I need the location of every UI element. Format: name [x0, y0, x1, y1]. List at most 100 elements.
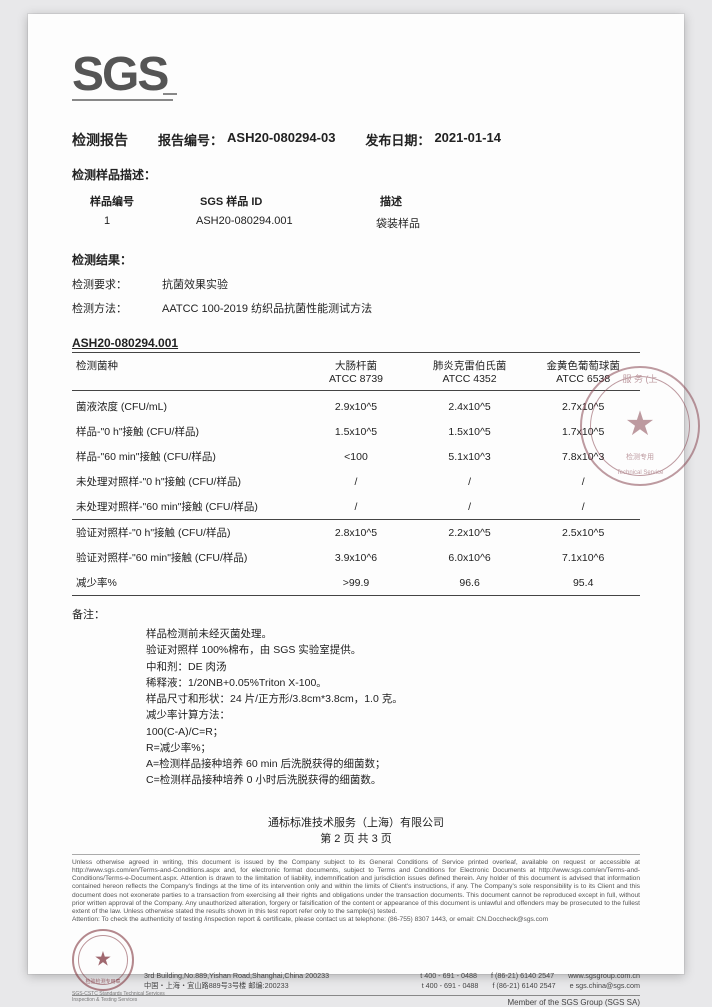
bacteria-header-1: 大肠杆菌 ATCC 8739: [299, 353, 413, 391]
param-cell: 菌液浓度 (CFU/mL): [72, 391, 299, 420]
notes-list: 样品检测前未经灭菌处理。验证对照样 100%棉布，由 SGS 实验室提供。中和剂…: [146, 626, 640, 789]
table-row: 减少率%>99.996.695.4: [72, 570, 640, 596]
address-block: 3rd Building,No.889,Yishan Road,Shanghai…: [144, 971, 640, 990]
fax-2: f (86-21) 6140 2547: [492, 981, 555, 991]
value-cell: >99.9: [299, 570, 413, 596]
tel-1: t 400 - 691 - 0488: [420, 971, 477, 981]
table-row: 验证对照样-"60 min"接触 (CFU/样品)3.9x10^66.0x10^…: [72, 545, 640, 570]
table-row: 样品-"0 h"接触 (CFU/样品)1.5x10^51.5x10^51.7x1…: [72, 419, 640, 444]
param-cell: 未处理对照样-"0 h"接触 (CFU/样品): [72, 469, 299, 494]
report-number-value: ASH20-080294-03: [227, 130, 335, 150]
value-cell: 2.2x10^5: [413, 520, 527, 546]
results-thead: 检测菌种 大肠杆菌 ATCC 8739 肺炎克雷伯氏菌 ATCC 4352 金黄…: [72, 353, 640, 391]
test-requirement-label: 检测要求：: [72, 276, 162, 292]
sample-desc-value: 袋装样品: [376, 215, 420, 231]
value-cell: 6.0x10^6: [413, 545, 527, 570]
value-cell: 7.1x10^6: [526, 545, 640, 570]
sgs-id-value: ASH20-080294.001: [196, 215, 330, 231]
value-cell: 5.1x10^3: [413, 444, 527, 469]
value-cell: 2.8x10^5: [299, 520, 413, 546]
value-cell: 1.5x10^5: [299, 419, 413, 444]
table-row: 菌液浓度 (CFU/mL)2.9x10^52.4x10^52.7x10^5: [72, 391, 640, 420]
sample-desc-title: 检测样品描述：: [72, 166, 640, 183]
address-en: 3rd Building,No.889,Yishan Road,Shanghai…: [144, 971, 406, 981]
sample-table-header: 样品编号 SGS 样品 ID 描述: [90, 193, 640, 209]
report-page: SGS 检测报告 报告编号： ASH20-080294-03 发布日期： 202…: [28, 14, 684, 974]
report-number-label: 报告编号：: [158, 130, 223, 150]
param-cell: 样品-"0 h"接触 (CFU/样品): [72, 419, 299, 444]
tel-2: t 400 - 691 - 0488: [422, 981, 479, 991]
test-requirement-value: 抗菌效果实验: [162, 276, 228, 292]
table-row: 未处理对照样-"60 min"接触 (CFU/样品)///: [72, 494, 640, 520]
value-cell: /: [299, 494, 413, 520]
table-row: 验证对照样-"0 h"接触 (CFU/样品)2.8x10^52.2x10^52.…: [72, 520, 640, 546]
fax-1: f (86-21) 6140 2547: [491, 971, 554, 981]
param-cell: 减少率%: [72, 570, 299, 596]
col-sample-no: 样品编号: [90, 193, 150, 209]
results-tbody: 菌液浓度 (CFU/mL)2.9x10^52.4x10^52.7x10^5样品-…: [72, 391, 640, 596]
results-table: 检测菌种 大肠杆菌 ATCC 8739 肺炎克雷伯氏菌 ATCC 4352 金黄…: [72, 352, 640, 596]
notes-title: 备注：: [72, 606, 640, 622]
company-name: 通标标准技术服务（上海）有限公司: [72, 815, 640, 832]
legal-disclaimer: Unless otherwise agreed in writing, this…: [72, 854, 640, 925]
specimen-id: ASH20-080294.001: [72, 336, 640, 350]
issue-date-value: 2021-01-14: [434, 130, 501, 150]
col-desc: 描述: [380, 193, 402, 209]
note-line: 减少率计算方法：: [146, 707, 640, 723]
footer-row: ★ 检验检测专用章 SGS-CSTC Standards Technical S…: [72, 929, 640, 991]
note-line: 中和剂：DE 肉汤: [146, 659, 640, 675]
value-cell: 96.6: [413, 570, 527, 596]
value-cell: 2.5x10^5: [526, 520, 640, 546]
param-cell: 样品-"60 min"接触 (CFU/样品): [72, 444, 299, 469]
param-cell: 未处理对照样-"60 min"接触 (CFU/样品): [72, 494, 299, 520]
value-cell: 1.5x10^5: [413, 419, 527, 444]
page-indicator: 第 2 页 共 3 页: [72, 831, 640, 848]
param-header: 检测菌种: [72, 353, 299, 391]
sample-table-row: 1 ASH20-080294.001 袋装样品: [90, 215, 640, 231]
report-header: 检测报告 报告编号： ASH20-080294-03 发布日期： 2021-01…: [72, 130, 640, 150]
value-cell: /: [413, 494, 527, 520]
bacteria-header-2: 肺炎克雷伯氏菌 ATCC 4352: [413, 353, 527, 391]
note-line: A=检测样品接种培养 60 min 后洗脱获得的细菌数；: [146, 756, 640, 772]
sgs-logo: SGS: [72, 53, 173, 100]
note-line: C=检测样品接种培养 0 小时后洗脱获得的细菌数。: [146, 772, 640, 788]
note-line: 验证对照样 100%棉布，由 SGS 实验室提供。: [146, 642, 640, 658]
email: e sgs.china@sgs.com: [570, 981, 640, 991]
test-method: 检测方法： AATCC 100-2019 纺织品抗菌性能测试方法: [72, 300, 640, 316]
note-line: 样品检测前未经灭菌处理。: [146, 626, 640, 642]
sample-no-value: 1: [90, 215, 150, 231]
star-icon: ★: [625, 404, 655, 444]
table-row: 样品-"60 min"接触 (CFU/样品)<1005.1x10^37.8x10…: [72, 444, 640, 469]
report-number: 报告编号： ASH20-080294-03: [158, 130, 335, 150]
table-row: 未处理对照样-"0 h"接触 (CFU/样品)///: [72, 469, 640, 494]
value-cell: /: [299, 469, 413, 494]
web: www.sgsgroup.com.cn: [568, 971, 640, 981]
report-title: 检测报告: [72, 130, 128, 150]
value-cell: 2.4x10^5: [413, 391, 527, 420]
note-line: 100(C-A)/C=R；: [146, 724, 640, 740]
value-cell: /: [526, 494, 640, 520]
test-requirement: 检测要求： 抗菌效果实验: [72, 276, 640, 292]
issue-date-label: 发布日期：: [365, 130, 430, 150]
value-cell: 95.4: [526, 570, 640, 596]
address-cn: 中国・上海・宜山路889号3号楼 邮编:200233: [144, 981, 408, 991]
logo-row: SGS: [72, 42, 640, 112]
result-title: 检测结果：: [72, 251, 640, 268]
company-block: 通标标准技术服务（上海）有限公司 第 2 页 共 3 页: [72, 815, 640, 848]
value-cell: <100: [299, 444, 413, 469]
note-line: 样品尺寸和形状：24 片/正方形/3.8cm*3.8cm，1.0 克。: [146, 691, 640, 707]
star-icon: ★: [94, 946, 112, 971]
param-cell: 验证对照样-"0 h"接触 (CFU/样品): [72, 520, 299, 546]
value-cell: 3.9x10^6: [299, 545, 413, 570]
test-method-value: AATCC 100-2019 纺织品抗菌性能测试方法: [162, 300, 372, 316]
value-cell: /: [413, 469, 527, 494]
test-method-label: 检测方法：: [72, 300, 162, 316]
issue-date: 发布日期： 2021-01-14: [365, 130, 501, 150]
note-line: R=减少率%；: [146, 740, 640, 756]
footer-stamp: ★ 检验检测专用章 SGS-CSTC Standards Technical S…: [72, 929, 134, 991]
note-line: 稀释液：1/20NB+0.05%Triton X-100。: [146, 675, 640, 691]
side-stamp: 服 务 (上 ★ 检测专用 Technical Service: [580, 366, 700, 486]
attention-line: Attention: To check the authenticity of …: [72, 916, 548, 923]
param-cell: 验证对照样-"60 min"接触 (CFU/样品): [72, 545, 299, 570]
value-cell: 2.9x10^5: [299, 391, 413, 420]
